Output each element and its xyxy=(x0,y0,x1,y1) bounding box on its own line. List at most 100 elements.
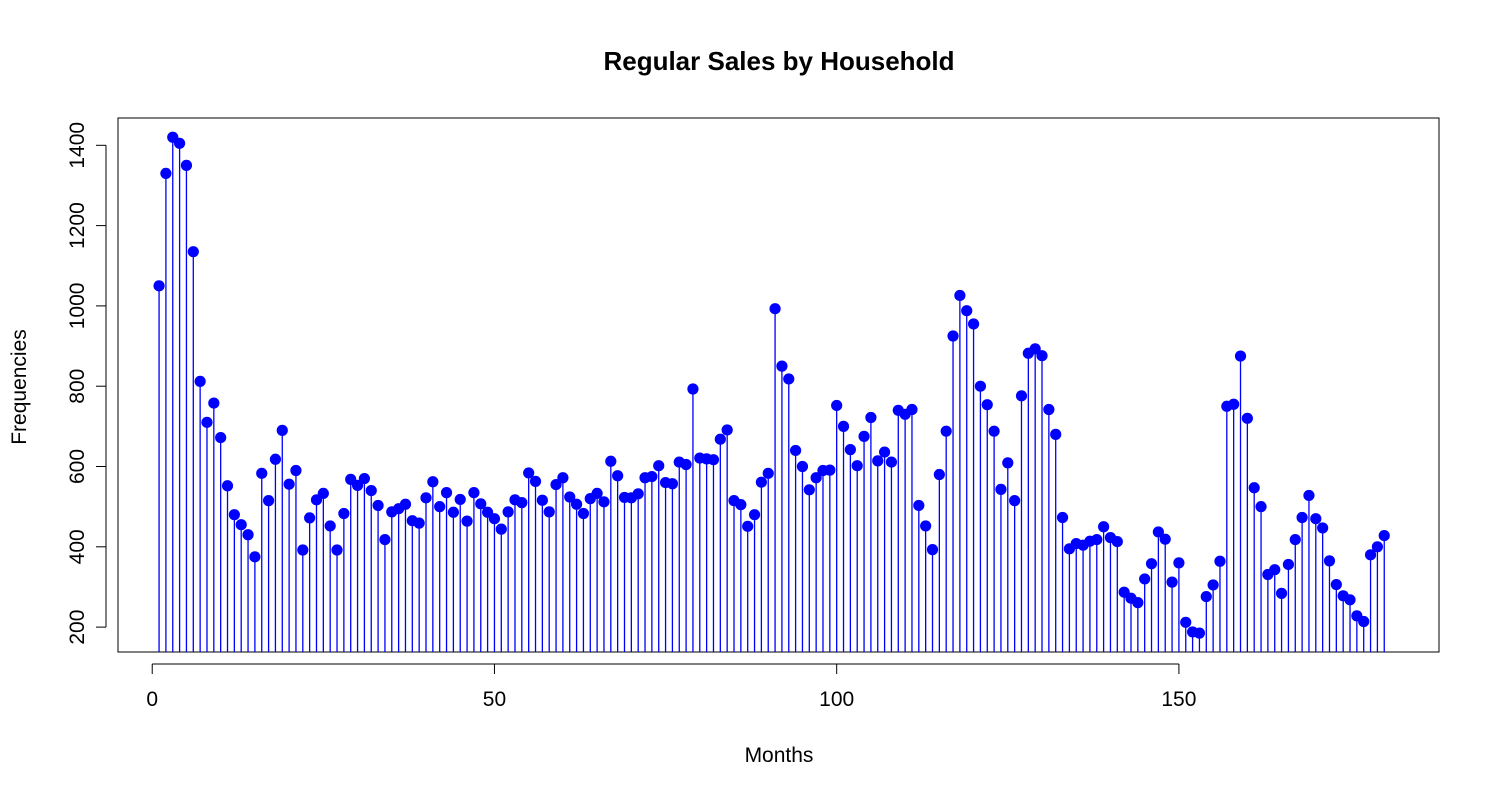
data-point xyxy=(1317,522,1329,534)
data-point xyxy=(351,479,364,491)
data-point xyxy=(1207,579,1219,591)
data-point xyxy=(1378,529,1390,542)
data-point xyxy=(174,137,186,149)
data-point xyxy=(488,513,501,525)
data-point xyxy=(1173,557,1185,569)
data-point xyxy=(735,499,747,511)
data-point xyxy=(714,433,726,445)
data-point xyxy=(1098,521,1110,533)
data-point xyxy=(1296,511,1308,524)
data-point xyxy=(194,375,206,387)
data-point xyxy=(981,399,993,411)
data-point xyxy=(187,246,199,258)
data-point xyxy=(1364,549,1377,561)
data-point xyxy=(790,444,802,457)
data-point xyxy=(1152,526,1164,538)
data-point xyxy=(796,460,809,473)
data-point xyxy=(290,464,302,477)
data-point xyxy=(646,470,658,483)
data-point xyxy=(358,472,371,485)
data-point xyxy=(468,487,480,499)
data-point xyxy=(885,456,898,468)
data-point xyxy=(926,544,939,556)
x-tick-label: 150 xyxy=(1161,688,1196,711)
data-point xyxy=(988,425,1000,437)
y-tick-label: 400 xyxy=(66,529,89,564)
data-point xyxy=(933,468,945,481)
data-point xyxy=(1228,398,1240,410)
data-point xyxy=(1139,573,1151,585)
y-tick-label: 1000 xyxy=(66,283,89,330)
data-point xyxy=(543,506,555,518)
data-point xyxy=(276,424,288,436)
data-point xyxy=(591,487,603,500)
data-point xyxy=(1200,590,1212,603)
data-point xyxy=(851,460,863,472)
data-point xyxy=(215,431,227,444)
data-point xyxy=(475,498,487,510)
data-point xyxy=(865,411,877,424)
plot-frame xyxy=(117,117,1440,653)
data-point xyxy=(529,475,542,487)
data-point xyxy=(605,455,617,467)
data-point xyxy=(1310,513,1322,525)
data-point xyxy=(427,476,439,488)
data-point xyxy=(776,360,788,372)
data-point xyxy=(967,318,980,330)
data-point xyxy=(495,523,507,535)
data-point xyxy=(1043,403,1055,416)
data-point xyxy=(1036,350,1048,362)
data-point xyxy=(687,383,699,395)
y-tick-label: 800 xyxy=(66,369,89,404)
data-point xyxy=(304,512,316,524)
data-point xyxy=(1002,457,1014,469)
data-point xyxy=(324,520,336,532)
data-point xyxy=(837,420,850,432)
data-point xyxy=(1091,533,1103,546)
data-point xyxy=(434,501,446,513)
data-point xyxy=(447,506,459,518)
data-point xyxy=(338,507,350,520)
y-tick-label: 1400 xyxy=(66,122,89,169)
data-point xyxy=(180,159,193,171)
y-axis-label: Frequencies xyxy=(8,329,31,445)
data-point xyxy=(906,403,918,416)
data-point xyxy=(208,397,220,409)
data-point xyxy=(762,467,774,479)
data-point xyxy=(201,416,213,428)
data-point xyxy=(1132,597,1144,609)
data-point xyxy=(1159,533,1171,545)
data-point xyxy=(1166,576,1178,588)
data-point xyxy=(632,488,644,500)
data-marks xyxy=(153,131,1390,652)
y-tick-label: 600 xyxy=(66,449,89,484)
data-point xyxy=(783,373,795,385)
data-point xyxy=(680,458,692,471)
data-point xyxy=(858,430,870,442)
data-point xyxy=(1255,501,1267,513)
x-tick-label: 100 xyxy=(819,688,854,711)
data-point xyxy=(844,444,856,456)
data-point xyxy=(331,544,343,556)
data-point xyxy=(160,167,172,180)
data-point xyxy=(1323,555,1336,567)
data-point xyxy=(995,483,1007,495)
data-point xyxy=(721,424,733,436)
data-point xyxy=(612,470,624,482)
data-point xyxy=(297,544,309,556)
data-point xyxy=(1050,428,1062,440)
data-point xyxy=(1282,558,1295,571)
data-point xyxy=(1371,541,1383,553)
data-point xyxy=(1009,495,1021,507)
data-point xyxy=(262,495,275,507)
data-point xyxy=(242,529,254,541)
data-point xyxy=(153,280,165,292)
data-point xyxy=(974,380,987,392)
data-point xyxy=(1015,390,1028,402)
data-point xyxy=(1056,511,1069,524)
x-axis: 0 50 100 150 xyxy=(146,663,1196,711)
data-point xyxy=(365,484,377,497)
data-point xyxy=(564,491,576,503)
data-point xyxy=(947,330,959,342)
